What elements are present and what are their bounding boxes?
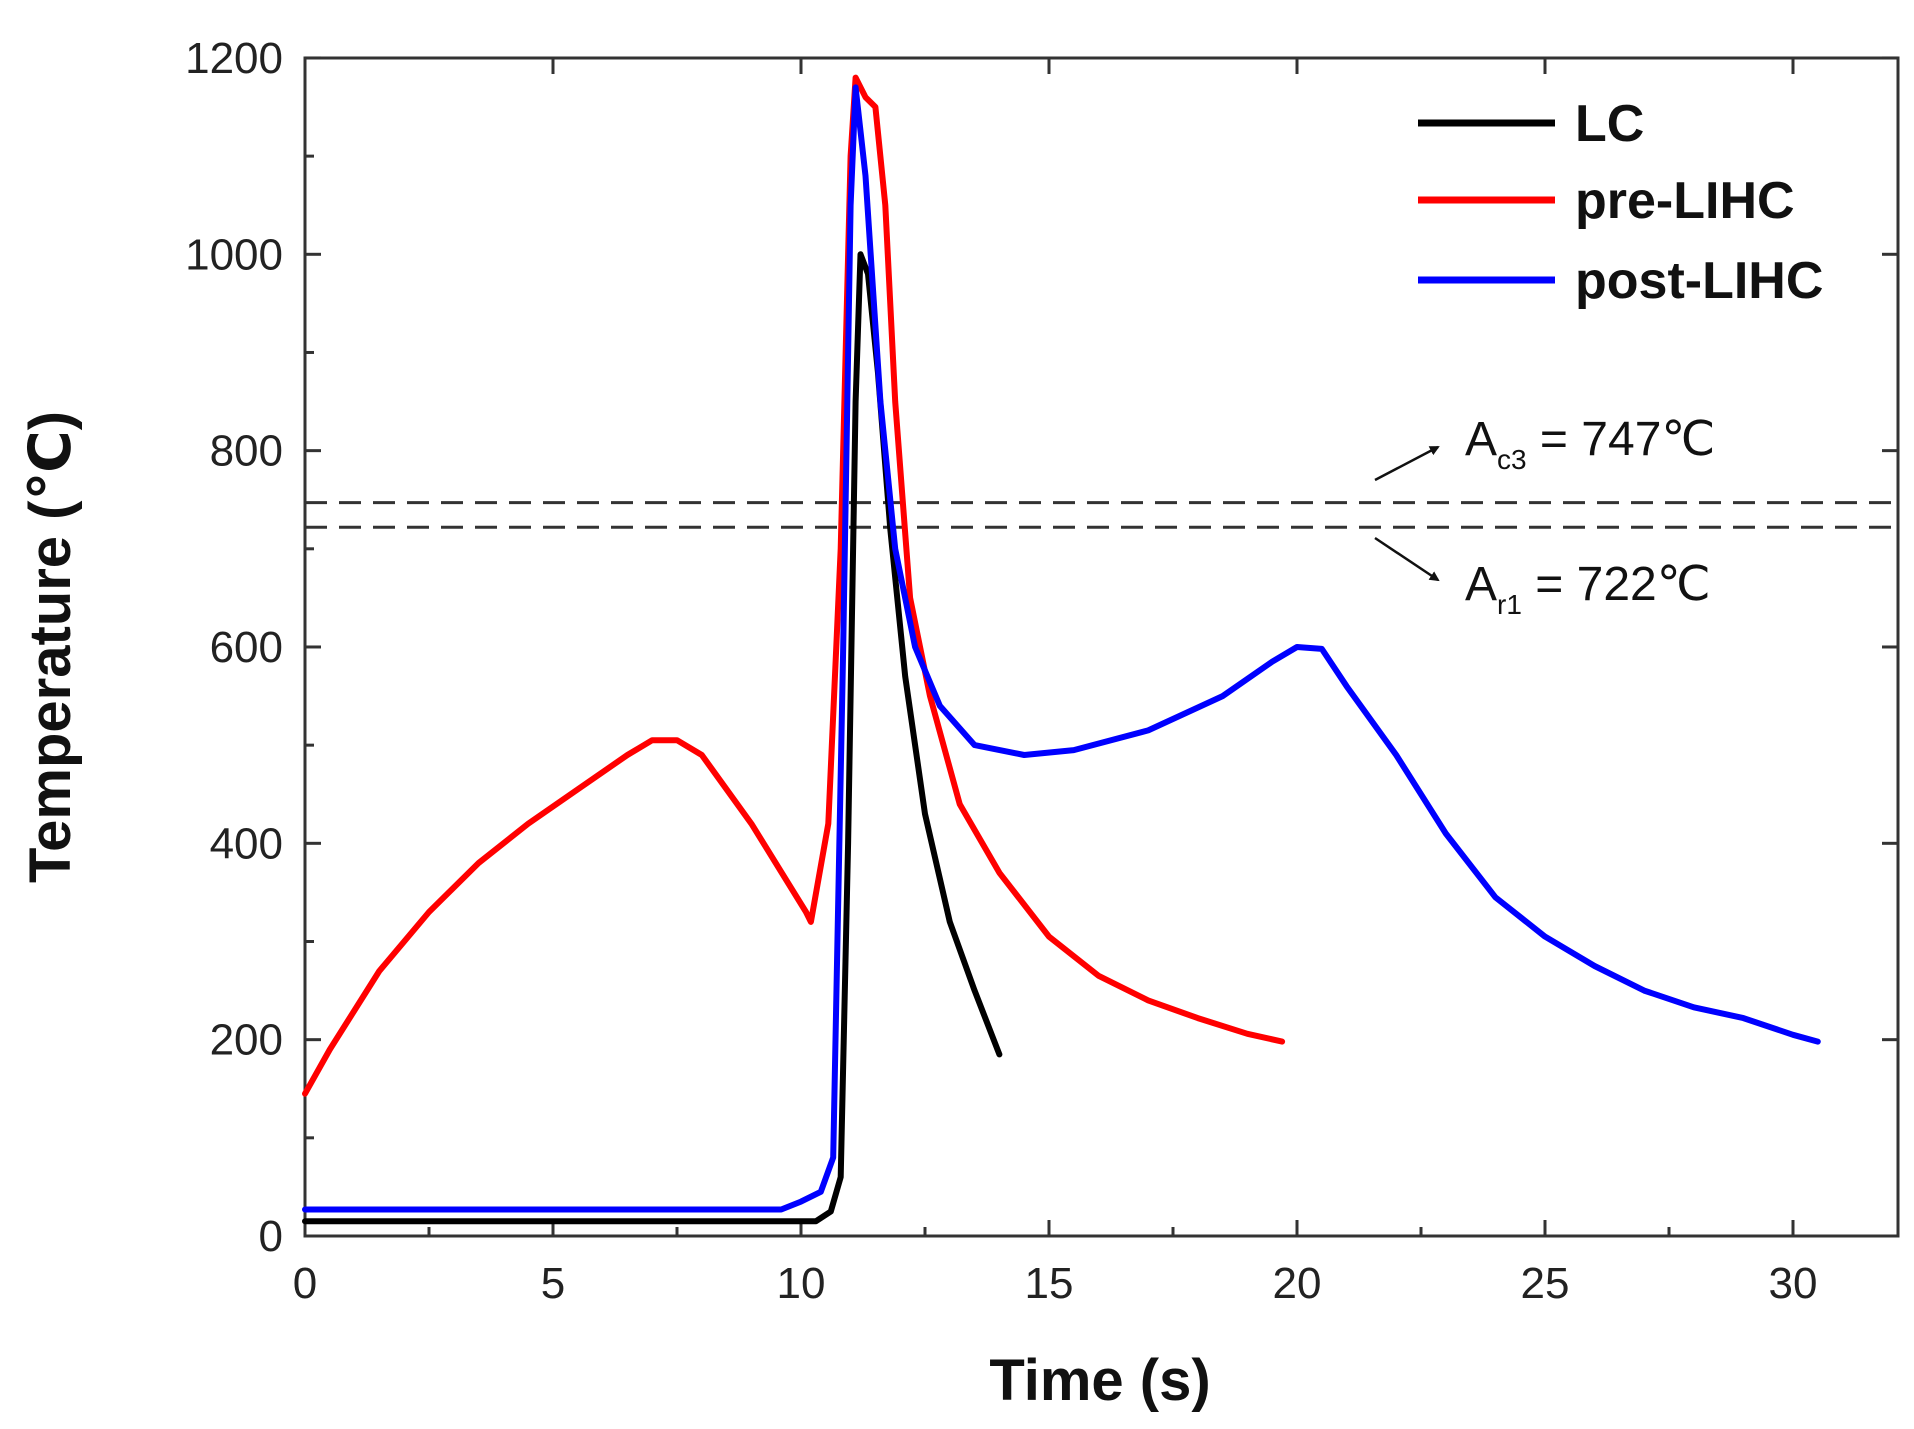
legend-label: LC: [1575, 95, 1644, 153]
axis-ticks: 0 5 10 15 20 25 30 0 200 400 600 800 1000 1200: [185, 34, 1898, 1308]
threshold-label: Ac3 = 747℃: [1465, 413, 1715, 475]
y-tick-label: 200: [210, 1016, 283, 1065]
annotation-arrow: [1374, 536, 1440, 582]
series-line-post-lihc: [302, 84, 1821, 1213]
y-tick-label: 0: [259, 1212, 283, 1261]
legend: LC pre-LIHC post-LIHC: [1418, 95, 1823, 310]
legend-label: post-LIHC: [1575, 252, 1823, 310]
x-tick-label: 10: [777, 1259, 826, 1308]
x-tick-label: 30: [1769, 1259, 1818, 1308]
threshold-label-subscript: r1: [1497, 589, 1522, 620]
series-line-pre-lihc: [302, 74, 1286, 1097]
threshold-label-value: = 747℃: [1527, 413, 1716, 466]
legend-label: pre-LIHC: [1575, 172, 1795, 230]
threshold-label: Ar1 = 722℃: [1465, 558, 1711, 620]
series-lines: [302, 74, 1821, 1225]
y-axis-title: Temperature (℃): [18, 411, 83, 883]
threshold-label-main: A: [1465, 413, 1497, 466]
y-tick-label: 1000: [185, 230, 283, 279]
x-axis-title: Time (s): [989, 1348, 1210, 1413]
y-tick-label: 600: [210, 623, 283, 672]
reference-lines: [305, 501, 1898, 529]
series-line-lc: [302, 251, 1003, 1225]
annotation-arrow: [1374, 445, 1440, 482]
x-tick-label: 20: [1273, 1259, 1322, 1308]
threshold-label-value: = 722℃: [1522, 558, 1711, 611]
x-tick-label: 5: [541, 1259, 565, 1308]
y-tick-label: 1200: [185, 34, 283, 83]
x-tick-label: 15: [1025, 1259, 1074, 1308]
y-tick-label: 800: [210, 427, 283, 476]
x-tick-label: 25: [1521, 1259, 1570, 1308]
x-tick-label: 0: [293, 1259, 317, 1308]
threshold-label-main: A: [1465, 558, 1497, 611]
plot-frame: [303, 56, 1900, 1238]
threshold-label-subscript: c3: [1497, 444, 1527, 475]
y-tick-label: 400: [210, 819, 283, 868]
